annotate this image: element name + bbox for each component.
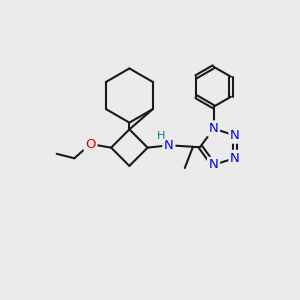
Text: O: O bbox=[85, 138, 96, 151]
Text: N: N bbox=[230, 129, 240, 142]
Text: H: H bbox=[156, 131, 165, 141]
Text: N: N bbox=[164, 139, 174, 152]
Text: N: N bbox=[209, 158, 218, 172]
Text: N: N bbox=[230, 152, 240, 164]
Text: N: N bbox=[209, 122, 218, 135]
